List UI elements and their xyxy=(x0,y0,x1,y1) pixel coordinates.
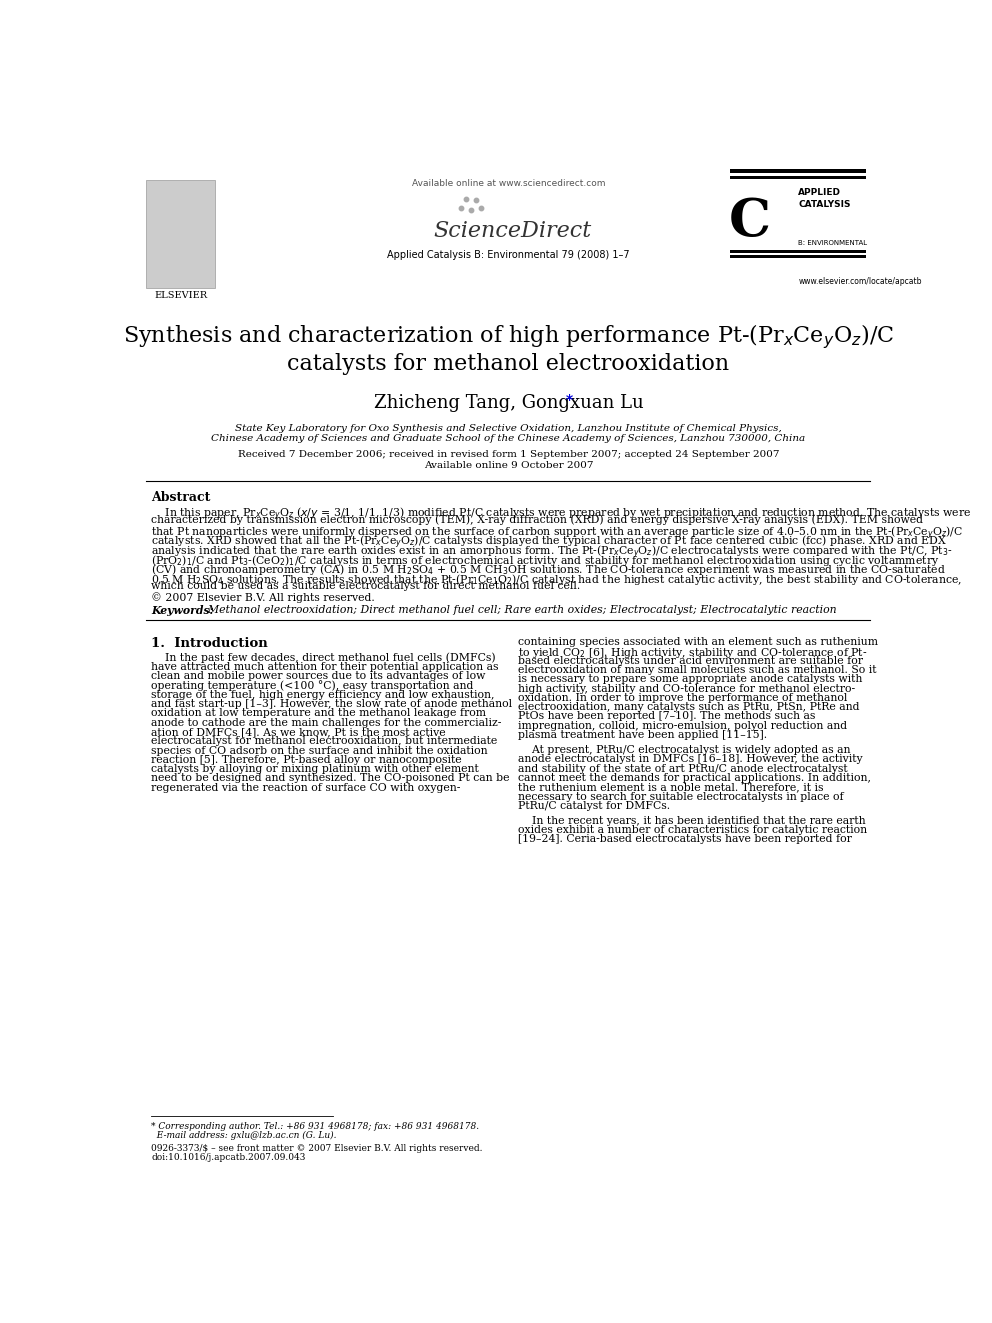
Text: ScienceDirect: ScienceDirect xyxy=(434,221,591,242)
Text: 0.5 M H$_2$SO$_4$ solutions. The results showed that the Pt-(Pr$_1$Ce$_1$O$_2$)/: 0.5 M H$_2$SO$_4$ solutions. The results… xyxy=(151,572,962,586)
Text: C: C xyxy=(729,196,771,247)
Text: State Key Laboratory for Oxo Synthesis and Selective Oxidation, Lanzhou Institut: State Key Laboratory for Oxo Synthesis a… xyxy=(235,423,782,433)
Text: Zhicheng Tang, Gongxuan Lu: Zhicheng Tang, Gongxuan Lu xyxy=(374,394,643,411)
Text: regenerated via the reaction of surface CO with oxygen-: regenerated via the reaction of surface … xyxy=(151,783,460,792)
Text: analysis indicated that the rare earth oxides exist in an amorphous form. The Pt: analysis indicated that the rare earth o… xyxy=(151,544,952,561)
Text: PtRu/C catalyst for DMFCs.: PtRu/C catalyst for DMFCs. xyxy=(518,800,670,811)
Text: electrooxidation of many small molecules such as methanol. So it: electrooxidation of many small molecules… xyxy=(518,665,876,675)
Text: catalysts for methanol electrooxidation: catalysts for methanol electrooxidation xyxy=(288,353,729,374)
Text: based electrocatalysts under acid environment are suitable for: based electrocatalysts under acid enviro… xyxy=(518,656,863,665)
Text: storage of the fuel, high energy efficiency and low exhaustion,: storage of the fuel, high energy efficie… xyxy=(151,689,495,700)
Text: anode to cathode are the main challenges for the commercializ-: anode to cathode are the main challenges… xyxy=(151,717,502,728)
Text: doi:10.1016/j.apcatb.2007.09.043: doi:10.1016/j.apcatb.2007.09.043 xyxy=(151,1152,306,1162)
Text: Available online at www.sciencedirect.com: Available online at www.sciencedirect.co… xyxy=(412,179,605,188)
Text: Chinese Academy of Sciences and Graduate School of the Chinese Academy of Scienc: Chinese Academy of Sciences and Graduate… xyxy=(211,434,806,443)
Text: oxidation. In order to improve the performance of methanol: oxidation. In order to improve the perfo… xyxy=(518,693,847,703)
Text: cannot meet the demands for practical applications. In addition,: cannot meet the demands for practical ap… xyxy=(518,773,871,783)
Text: impregnation, colloid, micro-emulsion, polyol reduction and: impregnation, colloid, micro-emulsion, p… xyxy=(518,721,847,730)
Text: ELSEVIER: ELSEVIER xyxy=(154,291,207,300)
Text: Applied Catalysis B: Environmental 79 (2008) 1–7: Applied Catalysis B: Environmental 79 (2… xyxy=(387,250,630,259)
Text: PtOs have been reported [7–10]. The methods such as: PtOs have been reported [7–10]. The meth… xyxy=(518,712,815,721)
Text: Abstract: Abstract xyxy=(151,491,210,504)
Text: In the past few decades, direct methanol fuel cells (DMFCs): In the past few decades, direct methanol… xyxy=(151,652,496,663)
Text: that Pt nanoparticles were uniformly dispersed on the surface of carbon support : that Pt nanoparticles were uniformly dis… xyxy=(151,524,963,541)
Text: Methanol electrooxidation; Direct methanol fuel cell; Rare earth oxides; Electro: Methanol electrooxidation; Direct methan… xyxy=(201,605,836,615)
Text: At present, PtRu/C electrocatalyst is widely adopted as an: At present, PtRu/C electrocatalyst is wi… xyxy=(518,745,850,755)
Text: APPLIED: APPLIED xyxy=(799,188,841,197)
Text: CATALYSIS: CATALYSIS xyxy=(799,200,851,209)
Text: operating temperature (<100 °C), easy transportation and: operating temperature (<100 °C), easy tr… xyxy=(151,680,473,691)
Text: clean and mobile power sources due to its advantages of low: clean and mobile power sources due to it… xyxy=(151,671,485,681)
Text: E-mail address: gxlu@lzb.ac.cn (G. Lu).: E-mail address: gxlu@lzb.ac.cn (G. Lu). xyxy=(151,1131,336,1140)
Text: (PrO$_2$)$_1$/C and Pt$_3$-(CeO$_2$)$_1$/C catalysts in terms of electrochemical: (PrO$_2$)$_1$/C and Pt$_3$-(CeO$_2$)$_1$… xyxy=(151,553,939,568)
Text: 1.  Introduction: 1. Introduction xyxy=(151,636,268,650)
Text: * Corresponding author. Tel.: +86 931 4968178; fax: +86 931 4968178.: * Corresponding author. Tel.: +86 931 49… xyxy=(151,1122,479,1131)
Bar xyxy=(730,176,866,179)
Text: In the recent years, it has been identified that the rare earth: In the recent years, it has been identif… xyxy=(518,816,865,826)
Text: anode electrocatalyst in DMFCs [16–18]. However, the activity: anode electrocatalyst in DMFCs [16–18]. … xyxy=(518,754,862,765)
Text: Synthesis and characterization of high performance Pt-(Pr$_x$Ce$_y$O$_z$)/C: Synthesis and characterization of high p… xyxy=(123,321,894,351)
Text: www.elsevier.com/locate/apcatb: www.elsevier.com/locate/apcatb xyxy=(799,277,922,286)
Text: electrocatalyst for methanol electrooxidation, but intermediate: electrocatalyst for methanol electrooxid… xyxy=(151,736,497,746)
Text: catalysts. XRD showed that all the Pt-(Pr$_x$Ce$_y$O$_z$)/C catalysts displayed : catalysts. XRD showed that all the Pt-(P… xyxy=(151,533,947,552)
Text: Keywords:: Keywords: xyxy=(151,605,213,615)
Text: (CV) and chronoamperometry (CA) in 0.5 M H$_2$SO$_4$ + 0.5 M CH$_3$OH solutions.: (CV) and chronoamperometry (CA) in 0.5 M… xyxy=(151,562,946,577)
Text: to yield CO$_2$ [6]. High activity, stability and CO-tolerance of Pt-: to yield CO$_2$ [6]. High activity, stab… xyxy=(518,646,867,660)
Text: ation of DMFCs [4]. As we know, Pt is the most active: ation of DMFCs [4]. As we know, Pt is th… xyxy=(151,726,445,737)
Text: which could be used as a suitable electrocatalyst for direct methanol fuel cell.: which could be used as a suitable electr… xyxy=(151,581,580,591)
Text: electrooxidation, many catalysts such as PtRu, PtSn, PtRe and: electrooxidation, many catalysts such as… xyxy=(518,703,859,712)
Bar xyxy=(730,250,866,253)
Text: is necessary to prepare some appropriate anode catalysts with: is necessary to prepare some appropriate… xyxy=(518,675,862,684)
Text: containing species associated with an element such as ruthenium: containing species associated with an el… xyxy=(518,636,878,647)
Text: [19–24]. Ceria-based electrocatalysts have been reported for: [19–24]. Ceria-based electrocatalysts ha… xyxy=(518,835,851,844)
Text: necessary to search for suitable electrocatalysts in place of: necessary to search for suitable electro… xyxy=(518,791,843,802)
Bar xyxy=(146,180,215,288)
Text: Received 7 December 2006; received in revised form 1 September 2007; accepted 24: Received 7 December 2006; received in re… xyxy=(238,450,779,459)
Text: Available online 9 October 2007: Available online 9 October 2007 xyxy=(424,462,593,471)
Text: species of CO adsorb on the surface and inhibit the oxidation: species of CO adsorb on the surface and … xyxy=(151,745,488,755)
Text: characterized by transmission electron microscopy (TEM), X-ray diffraction (XRD): characterized by transmission electron m… xyxy=(151,515,924,525)
Text: the ruthenium element is a noble metal. Therefore, it is: the ruthenium element is a noble metal. … xyxy=(518,782,823,792)
Text: catalysts by alloying or mixing platinum with other element: catalysts by alloying or mixing platinum… xyxy=(151,765,479,774)
Text: plasma treatment have been applied [11–15].: plasma treatment have been applied [11–1… xyxy=(518,730,767,740)
Text: reaction [5]. Therefore, Pt-based alloy or nanocomposite: reaction [5]. Therefore, Pt-based alloy … xyxy=(151,755,461,765)
Text: need to be designed and synthesized. The CO-poisoned Pt can be: need to be designed and synthesized. The… xyxy=(151,774,510,783)
Bar xyxy=(730,169,866,172)
Text: oxidation at low temperature and the methanol leakage from: oxidation at low temperature and the met… xyxy=(151,708,486,718)
Text: and fast start-up [1–3]. However, the slow rate of anode methanol: and fast start-up [1–3]. However, the sl… xyxy=(151,699,512,709)
Text: have attracted much attention for their potential application as: have attracted much attention for their … xyxy=(151,662,499,672)
Text: high activity, stability and CO-tolerance for methanol electro-: high activity, stability and CO-toleranc… xyxy=(518,684,855,693)
Text: and stability of the state of art PtRu/C anode electrocatalyst: and stability of the state of art PtRu/C… xyxy=(518,763,847,774)
Text: © 2007 Elsevier B.V. All rights reserved.: © 2007 Elsevier B.V. All rights reserved… xyxy=(151,591,375,603)
Text: *: * xyxy=(566,393,573,407)
Text: 0926-3373/$ – see front matter © 2007 Elsevier B.V. All rights reserved.: 0926-3373/$ – see front matter © 2007 El… xyxy=(151,1143,483,1152)
Text: In this paper, Pr$_x$Ce$_y$O$_z$ ($x/y$ = 3/1, 1/1, 1/3) modified Pt/C catalysts: In this paper, Pr$_x$Ce$_y$O$_z$ ($x/y$ … xyxy=(151,505,971,523)
Text: oxides exhibit a number of characteristics for catalytic reaction: oxides exhibit a number of characteristi… xyxy=(518,826,867,835)
Text: B: ENVIRONMENTAL: B: ENVIRONMENTAL xyxy=(799,239,867,246)
Bar xyxy=(730,255,866,258)
